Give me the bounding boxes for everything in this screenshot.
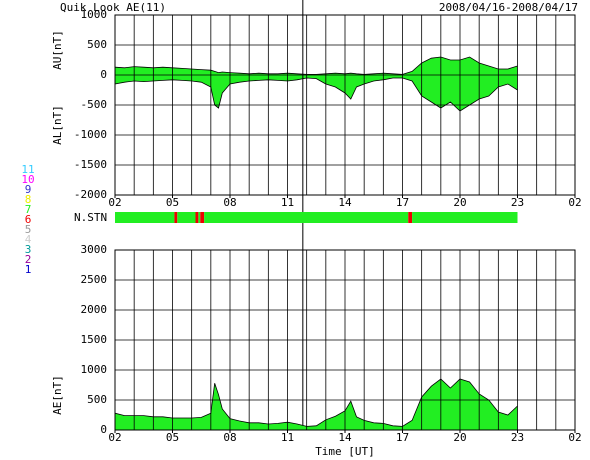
y-tick-label: -500 <box>81 98 108 111</box>
x-tick-label: 23 <box>511 196 524 209</box>
legend-entry: 3 <box>25 243 32 256</box>
area <box>115 379 518 430</box>
x-tick-label: 05 <box>166 196 179 209</box>
legend-entry: 6 <box>25 213 32 226</box>
x-tick-label: 17 <box>396 196 409 209</box>
y-tick-label: 500 <box>87 38 107 51</box>
stn-segment <box>412 212 518 223</box>
stn-label: N.STN <box>74 211 107 224</box>
date-range: 2008/04/16-2008/04/17 <box>439 1 578 14</box>
legend-entry: 8 <box>25 193 32 206</box>
stn-segment <box>195 212 199 223</box>
stn-segment <box>115 212 175 223</box>
area-edge <box>114 56 518 75</box>
plot-frame <box>114 249 576 431</box>
area <box>115 57 518 75</box>
y-axis-label: AL[nT] <box>51 105 64 145</box>
y-tick-label: 2000 <box>81 303 108 316</box>
legend-entry: 4 <box>25 233 32 246</box>
plot-frame <box>114 14 576 196</box>
legend-entry: 11 <box>21 163 34 176</box>
y-tick-label: 3000 <box>81 243 108 256</box>
x-tick-label: 17 <box>396 431 409 444</box>
x-tick-label: 20 <box>453 431 466 444</box>
x-tick-label: 08 <box>223 196 236 209</box>
x-tick-label: 23 <box>511 431 524 444</box>
y-tick-label: 1000 <box>81 8 108 21</box>
legend-entry: 2 <box>25 253 32 266</box>
y-axis-label: AU[nT] <box>51 30 64 70</box>
x-tick-label: 11 <box>281 196 294 209</box>
stn-segment <box>198 212 201 223</box>
legend-entry: 9 <box>25 183 32 196</box>
x-tick-label: 05 <box>166 431 179 444</box>
legend-entry: 5 <box>25 223 32 236</box>
stn-segment <box>204 212 409 223</box>
x-tick-label: 14 <box>338 431 352 444</box>
stn-segment <box>174 212 178 223</box>
x-tick-label: 02 <box>568 196 581 209</box>
y-tick-label: 2500 <box>81 273 108 286</box>
y-tick-label: 1000 <box>81 363 108 376</box>
x-tick-label: 02 <box>108 196 121 209</box>
area <box>115 75 518 111</box>
chart-title: Quik Look AE(11) <box>60 1 166 14</box>
stn-segment <box>177 212 196 223</box>
y-axis-label: AE[nT] <box>51 375 64 415</box>
x-tick-label: 14 <box>338 196 352 209</box>
y-tick-label: 0 <box>100 423 107 436</box>
y-tick-label: -1500 <box>74 158 107 171</box>
x-axis-label: Time [UT] <box>315 445 375 458</box>
x-tick-label: 20 <box>453 196 466 209</box>
y-tick-label: 1500 <box>81 333 108 346</box>
y-tick-label: 0 <box>100 68 107 81</box>
y-tick-label: 500 <box>87 393 107 406</box>
y-tick-label: -2000 <box>74 188 107 201</box>
y-tick-label: -1000 <box>74 128 107 141</box>
legend-entry: 7 <box>25 203 32 216</box>
legend-entry: 1 <box>25 263 32 276</box>
x-tick-label: 02 <box>108 431 121 444</box>
x-tick-label: 11 <box>281 431 294 444</box>
area-edge <box>114 378 518 427</box>
stn-segment <box>200 212 205 223</box>
stn-segment <box>408 212 413 223</box>
legend-entry: 10 <box>21 173 34 186</box>
x-tick-label: 02 <box>568 431 581 444</box>
x-tick-label: 08 <box>223 431 236 444</box>
